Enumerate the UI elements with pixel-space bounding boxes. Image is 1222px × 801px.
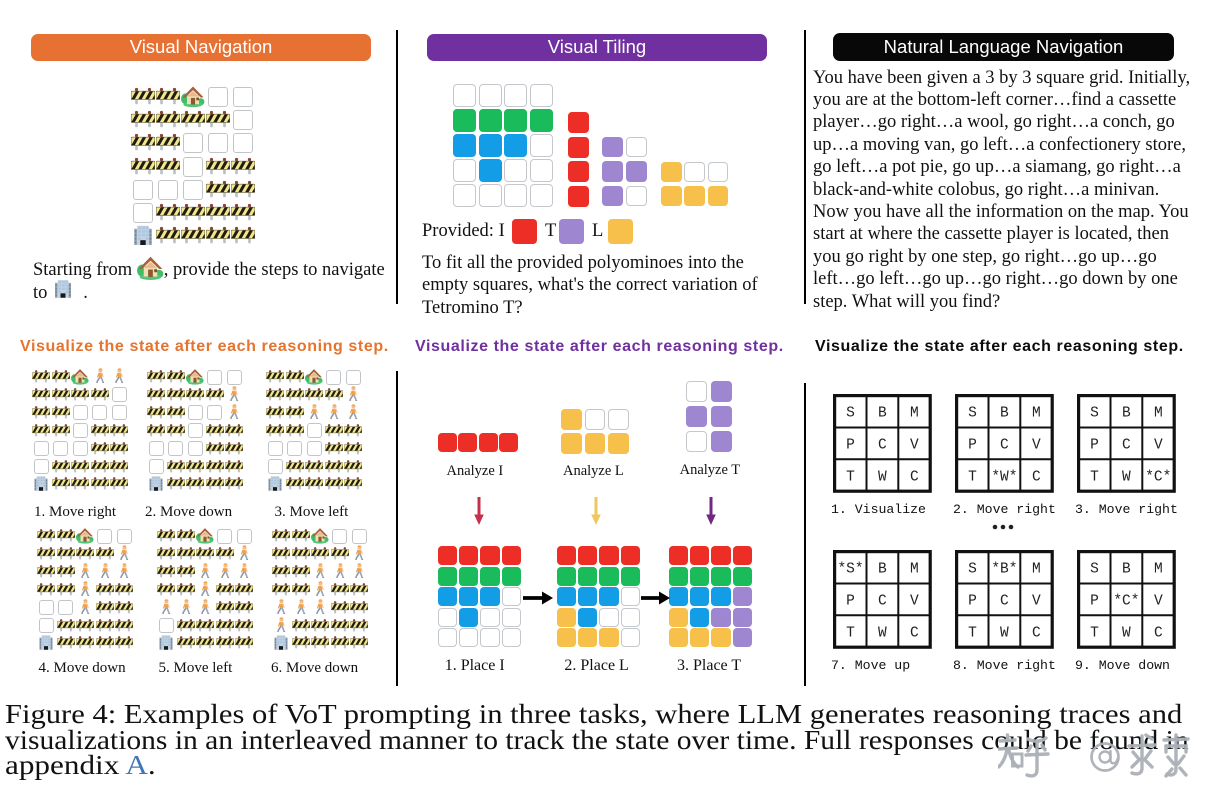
svg-text:T: T — [968, 626, 977, 642]
svg-text:S: S — [968, 406, 977, 422]
svg-text:C: C — [878, 594, 887, 610]
svg-text:P: P — [968, 438, 977, 454]
svg-text:W: W — [1000, 626, 1009, 642]
svg-text:M: M — [1154, 406, 1163, 422]
svg-text:S: S — [846, 406, 855, 422]
svg-text:T: T — [968, 470, 977, 486]
svg-text:C: C — [1032, 626, 1041, 642]
svg-text:P: P — [968, 594, 977, 610]
svg-text:P: P — [846, 594, 855, 610]
svg-text:C: C — [1154, 626, 1163, 642]
svg-text:M: M — [1032, 562, 1041, 578]
svg-text:*C*: *C* — [1113, 594, 1139, 610]
svg-text:B: B — [878, 406, 887, 422]
svg-text:M: M — [910, 562, 919, 578]
svg-text:C: C — [1000, 438, 1009, 454]
svg-text:P: P — [846, 438, 855, 454]
svg-text:W: W — [1122, 626, 1131, 642]
svg-text:W: W — [1122, 470, 1131, 486]
svg-text:P: P — [1090, 594, 1099, 610]
svg-text:M: M — [1154, 562, 1163, 578]
svg-text:B: B — [1000, 406, 1009, 422]
svg-text:T: T — [1090, 470, 1099, 486]
svg-text:V: V — [1154, 438, 1163, 454]
svg-text:*C*: *C* — [1145, 470, 1171, 486]
svg-text:*B*: *B* — [991, 562, 1017, 578]
svg-text:C: C — [878, 438, 887, 454]
svg-text:V: V — [1154, 594, 1163, 610]
svg-text:B: B — [1122, 406, 1131, 422]
svg-text:T: T — [846, 626, 855, 642]
svg-text:B: B — [878, 562, 887, 578]
svg-text:T: T — [846, 470, 855, 486]
svg-text:S: S — [968, 562, 977, 578]
svg-text:V: V — [1032, 594, 1041, 610]
svg-text:C: C — [1000, 594, 1009, 610]
svg-text:C: C — [1122, 438, 1131, 454]
svg-text:M: M — [910, 406, 919, 422]
svg-text:S: S — [1090, 406, 1099, 422]
svg-text:C: C — [1032, 470, 1041, 486]
svg-text:*W*: *W* — [991, 470, 1017, 486]
svg-text:V: V — [910, 438, 919, 454]
svg-text:B: B — [1122, 562, 1131, 578]
svg-text:P: P — [1090, 438, 1099, 454]
svg-text:C: C — [910, 626, 919, 642]
svg-text:S: S — [1090, 562, 1099, 578]
svg-text:T: T — [1090, 626, 1099, 642]
svg-text:W: W — [878, 626, 887, 642]
svg-text:V: V — [1032, 438, 1041, 454]
svg-text:M: M — [1032, 406, 1041, 422]
svg-text:*S*: *S* — [837, 562, 863, 578]
svg-text:V: V — [910, 594, 919, 610]
svg-text:W: W — [878, 470, 887, 486]
svg-text:C: C — [910, 470, 919, 486]
